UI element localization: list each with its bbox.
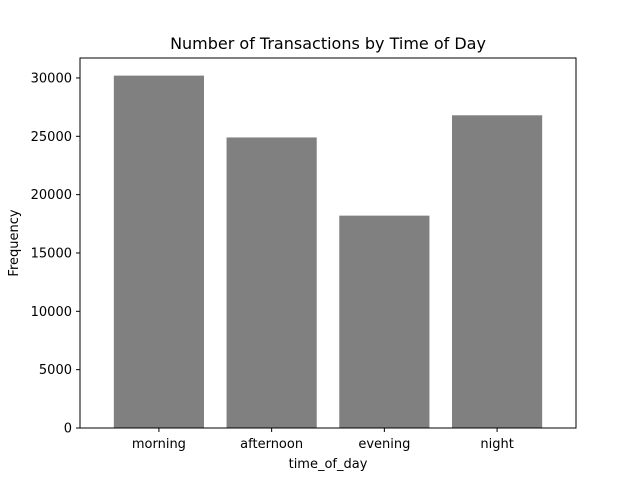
x-tick-label: morning — [132, 437, 186, 452]
x-tick-label: afternoon — [240, 437, 303, 452]
y-tick-label: 10000 — [31, 305, 72, 320]
y-tick-label: 15000 — [31, 246, 72, 261]
x-axis-ticks: morning afternoon evening night — [132, 428, 514, 452]
x-tick-label: night — [480, 437, 513, 452]
y-tick-label: 25000 — [31, 130, 72, 145]
bar-night — [452, 115, 543, 428]
x-tick-label: evening — [358, 437, 410, 452]
bars-group — [113, 75, 543, 428]
y-axis-label: Frequency — [7, 209, 22, 276]
y-tick-label: 20000 — [31, 188, 72, 203]
y-tick-label: 30000 — [31, 71, 72, 86]
y-axis-ticks: 0 5000 10000 15000 20000 25000 30000 — [31, 71, 80, 437]
y-tick-label: 5000 — [39, 363, 72, 378]
bar-afternoon — [226, 137, 317, 428]
y-tick-label: 0 — [64, 422, 72, 437]
plot-area-frame — [79, 57, 577, 429]
bar-evening — [339, 215, 430, 428]
chart-title: Number of Transactions by Time of Day — [170, 34, 486, 53]
bar-morning — [113, 75, 204, 428]
x-axis-label: time_of_day — [289, 457, 368, 472]
